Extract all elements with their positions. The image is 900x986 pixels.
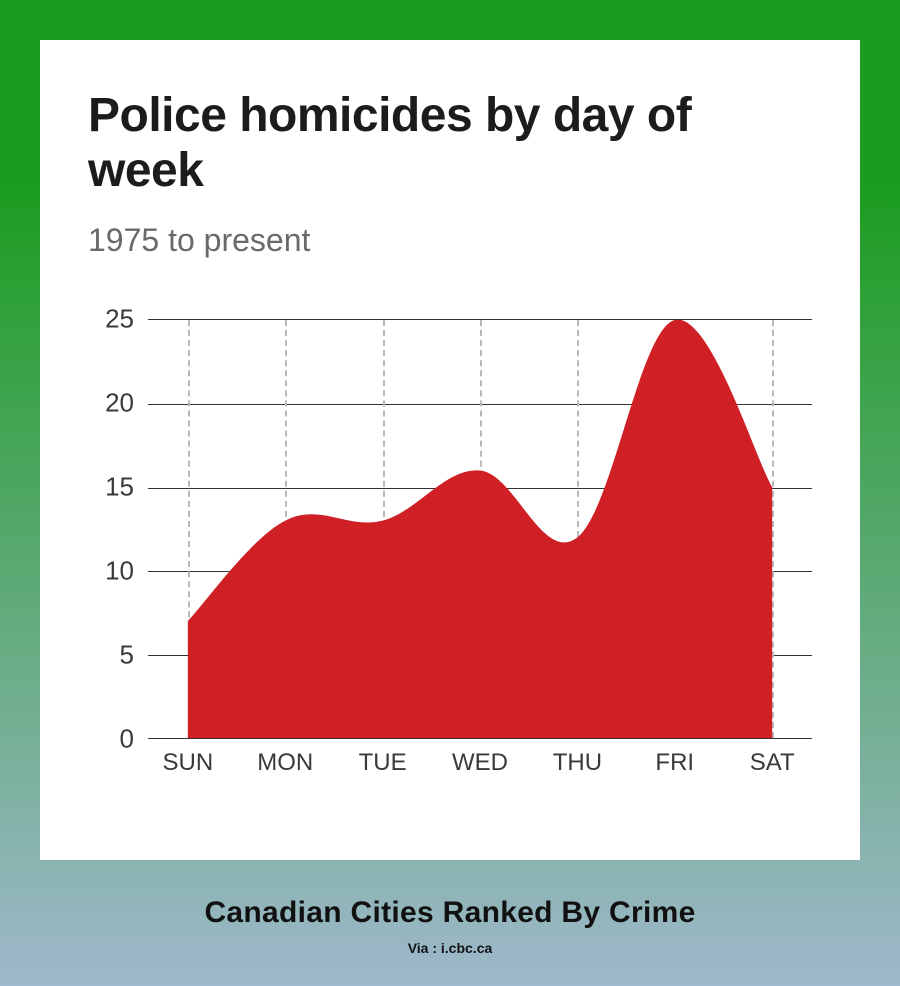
x-tick-label: WED xyxy=(452,749,508,777)
outer-frame: Police homicides by day of week 1975 to … xyxy=(0,0,900,986)
plot-area xyxy=(148,319,812,739)
y-tick-label: 15 xyxy=(105,472,134,503)
y-tick-label: 0 xyxy=(120,724,134,755)
x-tick-label: SAT xyxy=(750,749,795,777)
x-tick-label: MON xyxy=(257,749,313,777)
x-axis: SUN MON TUE WED THU FRI SAT xyxy=(148,749,812,789)
caption-text: Canadian Cities Ranked By Crime xyxy=(0,896,900,930)
y-tick-label: 10 xyxy=(105,556,134,587)
chart-subtitle: 1975 to present xyxy=(88,222,812,259)
chart-card: Police homicides by day of week 1975 to … xyxy=(40,40,860,860)
y-tick-label: 20 xyxy=(105,388,134,419)
chart-title: Police homicides by day of week xyxy=(88,88,812,198)
y-tick-label: 5 xyxy=(120,640,134,671)
x-tick-label: THU xyxy=(553,749,602,777)
y-tick-label: 25 xyxy=(105,304,134,335)
x-tick-label: SUN xyxy=(162,749,213,777)
y-axis: 0510152025 xyxy=(88,319,148,739)
plot-wrap: 0510152025 SUNMONTUEWEDTHUFRISAT xyxy=(88,319,812,799)
x-tick-label: TUE xyxy=(359,749,407,777)
via-text: Via : i.cbc.ca xyxy=(0,940,900,956)
area-path xyxy=(148,320,812,738)
x-tick-label: FRI xyxy=(655,749,694,777)
